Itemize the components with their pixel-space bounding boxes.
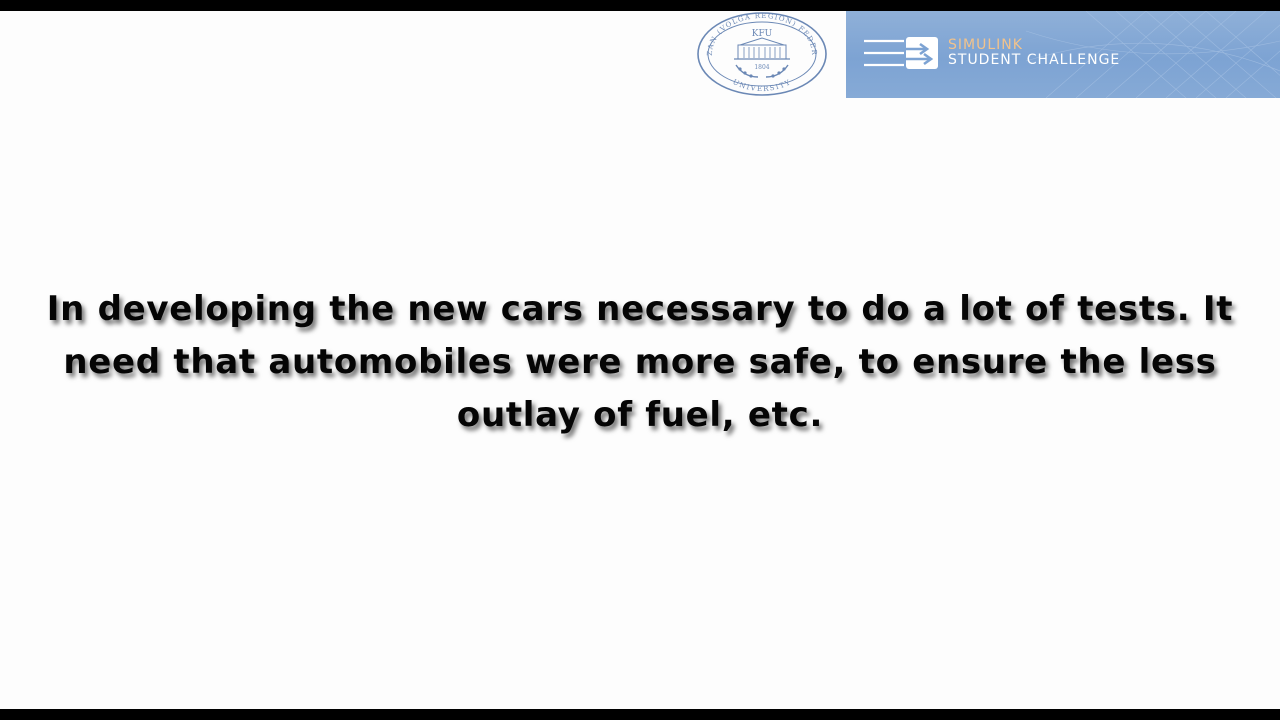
slide: KAZAN (VOLGA REGION) FEDERAL UNIVERSITY … [0, 11, 1280, 709]
seal-ring-bottom-text: UNIVERSITY [731, 78, 791, 93]
banner-line-2: STUDENT CHALLENGE [948, 52, 1121, 68]
simulink-student-challenge-banner: SIMULINK STUDENT CHALLENGE [846, 11, 1280, 98]
seal-year: 1804 [754, 64, 769, 71]
simulink-arrows-icon [864, 37, 938, 69]
slide-body-text: In developing the new cars necessary to … [46, 289, 1234, 435]
banner-line-1: SIMULINK [948, 37, 1023, 53]
seal-center-text: KFU [752, 29, 773, 39]
banner-grid-pattern [1025, 11, 1280, 98]
kfu-university-seal-icon: KAZAN (VOLGA REGION) FEDERAL UNIVERSITY … [696, 11, 827, 96]
svg-text:UNIVERSITY: UNIVERSITY [731, 78, 792, 93]
